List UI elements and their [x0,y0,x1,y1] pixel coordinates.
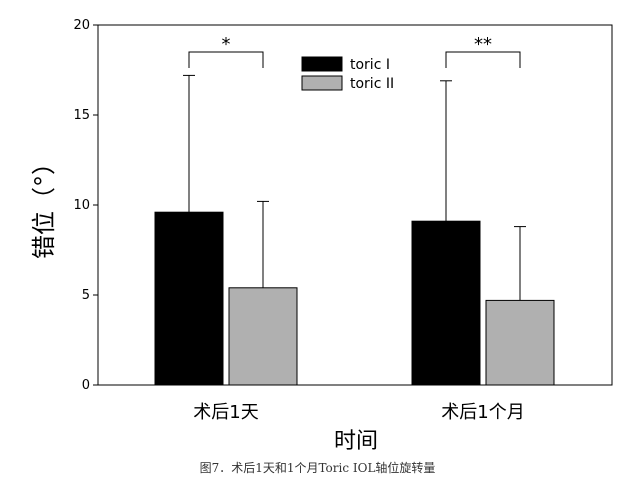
legend: toric I toric II [301,56,394,92]
significance-bracket [445,51,521,68]
legend-swatch-toric-ii [301,75,343,91]
y-tick-label: 15 [73,108,90,123]
significance-label: ** [474,34,492,55]
y-axis-label: 错位（°） [30,151,58,259]
x-tick-label: 术后1个月 [441,402,524,423]
significance-label: * [222,34,231,55]
bar-toric-i-2 [411,220,481,386]
bar-toric-i-1 [154,211,224,386]
y-tick-label: 10 [73,198,90,213]
bar-toric-ii-2 [485,299,555,386]
x-axis-label: 时间 [334,429,378,454]
axes: 0 5 10 15 20 术后1天 术后1个月 [73,18,613,423]
bar-toric-ii-1 [228,287,298,386]
legend-label: toric I [350,57,390,73]
legend-label: toric II [350,76,394,92]
y-tick-label: 0 [82,378,90,393]
y-tick-label: 5 [82,288,90,303]
x-tick-label: 术后1天 [193,402,258,423]
plot-area: * ** [154,34,555,386]
legend-swatch-toric-i [301,56,343,72]
y-tick-label: 20 [73,18,90,33]
significance-bracket [188,51,264,68]
figure-caption: 图7．术后1天和1个月Toric IOL轴位旋转量 [199,461,436,475]
